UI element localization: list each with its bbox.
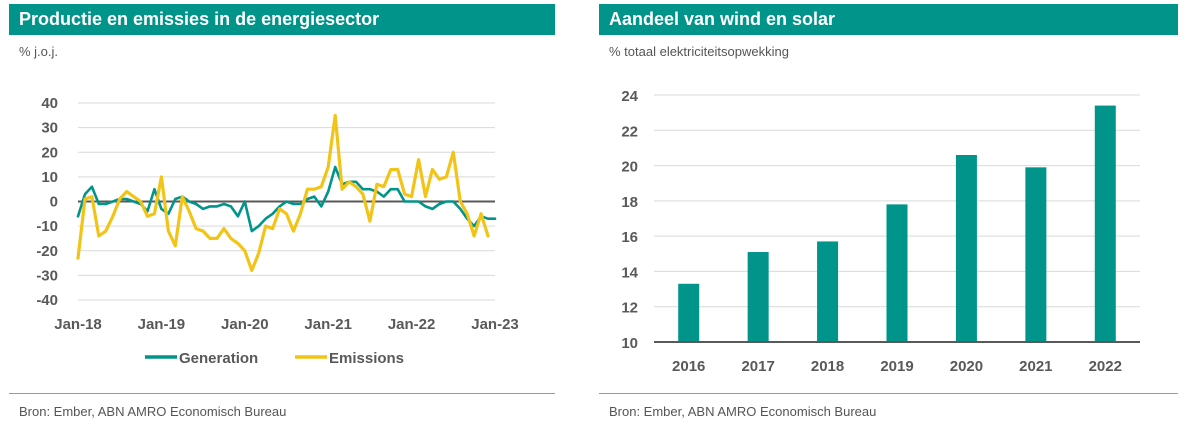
bar (1094, 105, 1116, 342)
bar (817, 241, 839, 342)
y-tick-label: 14 (621, 264, 638, 281)
bar (955, 154, 977, 342)
y-tick-label: 40 (41, 95, 58, 112)
y-tick-label: 20 (621, 159, 638, 176)
x-tick-label: 2021 (1019, 358, 1052, 375)
line-chart: 40 30 20 10 0 -10 -20 -30 -40 Jan-18 Jan-19 Jan-20 J… (36, 95, 519, 367)
x-tick-label: Jan-22 (388, 316, 436, 333)
y-tick-label: 18 (621, 194, 638, 211)
x-tick-label: Jan-20 (221, 316, 269, 333)
y-tick-label: -20 (36, 243, 58, 260)
y-tick-label: 16 (621, 229, 638, 246)
x-tick-label: 2020 (950, 358, 983, 375)
left-chart-panel: Productie en emissies in de energiesecto… (0, 0, 555, 424)
bar (678, 283, 700, 342)
right-chart-panel: Aandeel van wind en solar % totaal elekt… (590, 0, 1178, 424)
y-tick-label: 12 (621, 300, 638, 317)
y-tick-label: -10 (36, 218, 58, 235)
x-tick-label: 2017 (741, 358, 774, 375)
x-tick-label: Jan-23 (471, 316, 519, 333)
y-tick-label: -40 (36, 292, 58, 309)
x-tick-label: 2022 (1089, 358, 1122, 375)
bar (747, 252, 769, 342)
right-source: Bron: Ember, ABN AMRO Economisch Bureau (609, 404, 877, 419)
y-tick-label: 30 (41, 120, 58, 137)
y-tick-label: -30 (36, 267, 58, 284)
right-chart-unit: % totaal elektriciteitsopwekking (609, 44, 789, 59)
legend-label-generation: Generation (179, 350, 258, 367)
x-tick-label: 2019 (880, 358, 913, 375)
x-tick-label: 2016 (672, 358, 705, 375)
x-tick-label: 2018 (811, 358, 844, 375)
right-source-divider (599, 393, 1178, 394)
left-source-divider (9, 393, 555, 394)
bar (1025, 167, 1047, 342)
y-tick-label: 20 (41, 144, 58, 161)
bar (886, 204, 908, 342)
left-chart-title: Productie en emissies in de energiesecto… (9, 4, 555, 35)
y-tick-label: 24 (621, 88, 638, 105)
x-tick-label: Jan-21 (304, 316, 352, 333)
series-line-emissions (76, 113, 490, 272)
y-tick-label: 10 (41, 169, 58, 186)
series-line-generation (76, 165, 497, 233)
right-chart-title: Aandeel van wind en solar (599, 4, 1178, 35)
legend-label-emissions: Emissions (329, 350, 404, 367)
left-source: Bron: Ember, ABN AMRO Economisch Bureau (19, 404, 287, 419)
y-tick-label: 22 (621, 123, 638, 140)
x-tick-label: Jan-19 (138, 316, 186, 333)
y-tick-label: 10 (621, 335, 638, 352)
y-tick-label: 0 (50, 194, 58, 211)
x-tick-label: Jan-18 (54, 316, 102, 333)
left-chart-unit: % j.o.j. (19, 44, 59, 59)
